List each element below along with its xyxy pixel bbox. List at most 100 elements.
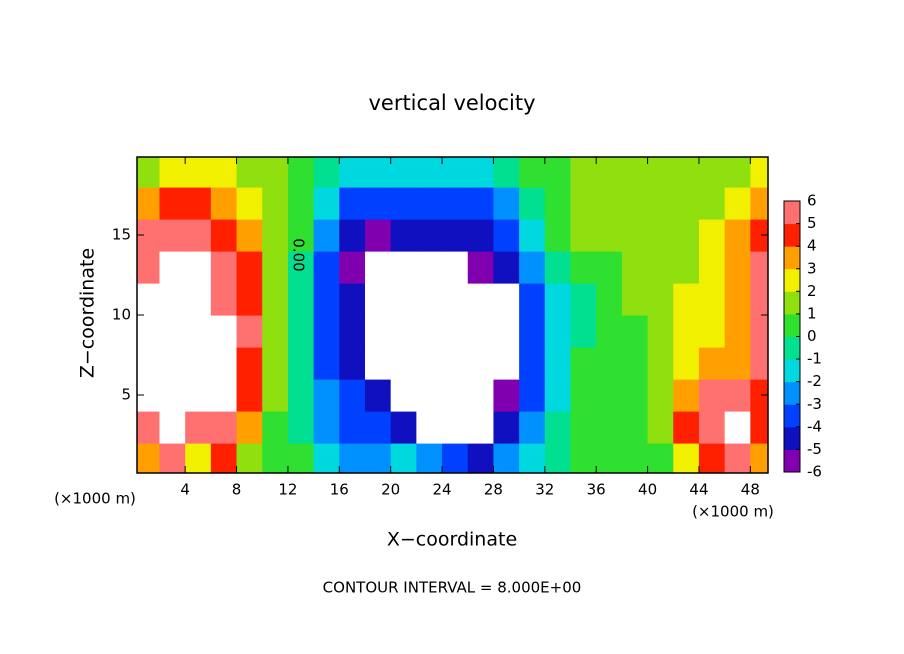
cell (159, 219, 186, 252)
cell (339, 411, 366, 444)
cell (647, 187, 674, 220)
cell (262, 251, 289, 284)
cell (287, 315, 315, 348)
y-unit: (×1000 m) (54, 490, 136, 508)
cell (210, 315, 238, 348)
cell (724, 411, 751, 444)
cell (137, 187, 161, 220)
cell (210, 157, 238, 188)
cell (596, 379, 623, 412)
x-tick-label: 20 (381, 481, 400, 499)
cell (647, 315, 674, 348)
x-tick-label: 32 (535, 481, 554, 499)
cell (698, 251, 726, 284)
cell (339, 443, 366, 473)
cell (596, 251, 623, 284)
y-tick-label: 5 (121, 386, 131, 404)
cell (287, 157, 315, 188)
cell (339, 219, 366, 252)
cell (724, 219, 751, 252)
cell (673, 315, 700, 348)
cell (519, 379, 546, 412)
x-tick-label: 4 (180, 481, 190, 499)
cell (364, 443, 392, 473)
cell (570, 315, 597, 348)
cell (364, 411, 392, 444)
cell (442, 411, 469, 444)
cell (262, 315, 289, 348)
cell (493, 411, 520, 444)
cell (364, 251, 392, 284)
cell (313, 219, 340, 252)
cell (364, 347, 392, 380)
cell (750, 379, 768, 412)
cell (287, 187, 315, 220)
cell (287, 283, 315, 316)
cell (750, 443, 768, 473)
cell (390, 379, 417, 412)
cell (621, 187, 649, 220)
colorbar-swatch (784, 449, 800, 473)
cell (621, 443, 649, 473)
cell (339, 379, 366, 412)
cell (236, 411, 263, 444)
cell (390, 443, 417, 473)
cell (185, 157, 212, 188)
x-tick-label: 16 (330, 481, 349, 499)
cell (185, 283, 212, 316)
colorbar-tick-label: 6 (807, 192, 817, 210)
y-tick-label: 10 (112, 306, 131, 324)
cell (698, 443, 726, 473)
cell (570, 283, 597, 316)
cell (519, 187, 546, 220)
cell (287, 219, 315, 252)
cell (750, 157, 768, 188)
cell (185, 219, 212, 252)
cell (442, 157, 469, 188)
y-tick-label: 15 (112, 226, 131, 244)
cell (210, 379, 238, 412)
cell (493, 157, 520, 188)
cell (210, 219, 238, 252)
cell (416, 283, 443, 316)
cell (698, 283, 726, 316)
cell (137, 219, 161, 252)
cell (750, 219, 768, 252)
cell (493, 347, 520, 380)
cell (698, 315, 726, 348)
colorbar-tick-label: 3 (807, 259, 817, 277)
cell (137, 443, 161, 473)
cell (570, 157, 597, 188)
cell (544, 251, 572, 284)
cell (673, 283, 700, 316)
colorbar-swatch (784, 291, 800, 315)
cell (673, 443, 700, 473)
x-unit: (×1000 m) (692, 503, 774, 521)
cell (313, 157, 340, 188)
cell (390, 315, 417, 348)
cell (339, 251, 366, 284)
cell (698, 219, 726, 252)
cell (339, 347, 366, 380)
cell (185, 443, 212, 473)
cell (390, 347, 417, 380)
cell (673, 187, 700, 220)
cell (519, 251, 546, 284)
cell (467, 379, 495, 412)
cell (544, 219, 572, 252)
colorbar-tick-label: -2 (807, 372, 822, 390)
footer: CONTOUR INTERVAL = 8.000E+00 (323, 579, 582, 597)
cell (467, 443, 495, 473)
cell (596, 315, 623, 348)
cell (416, 443, 443, 473)
x-tick-label: 8 (232, 481, 242, 499)
cell (364, 315, 392, 348)
cell (493, 251, 520, 284)
cell (287, 251, 315, 284)
cell (647, 251, 674, 284)
colorbar-swatch (784, 313, 800, 337)
heatmap (137, 157, 768, 473)
cell (416, 315, 443, 348)
cell (416, 347, 443, 380)
